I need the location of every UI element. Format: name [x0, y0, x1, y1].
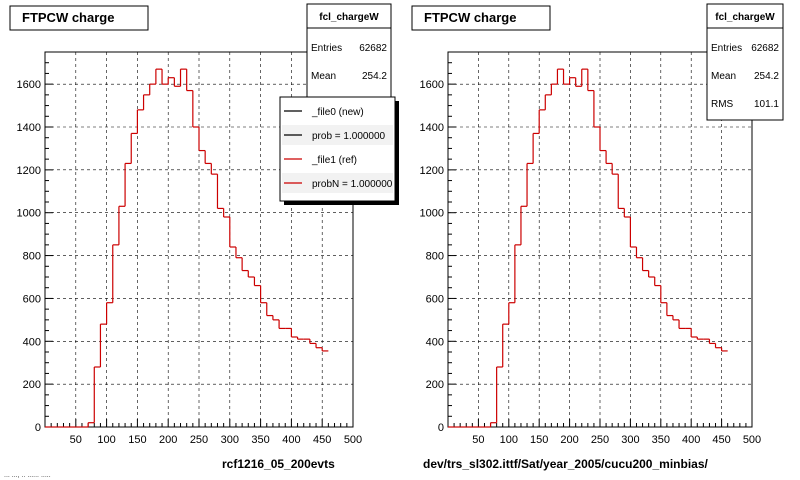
legend: _file0 (new) prob = 1.000000 _file1 (ref) p… [279, 96, 399, 205]
legend-row-bg [282, 149, 393, 169]
stats-value: 62682 [359, 43, 387, 54]
x-tick-label: 350 [251, 434, 269, 446]
stats-name: fcl_chargeW [319, 12, 379, 23]
y-tick-label: 800 [426, 251, 444, 263]
y-tick-label: 200 [23, 379, 41, 391]
x-tick-label: 250 [591, 434, 609, 446]
y-tick-label: 1200 [420, 165, 444, 177]
legend-entry-label: prob = 1.000000 [312, 131, 386, 142]
x-tick-label: 400 [282, 434, 300, 446]
x-tick-label: 50 [472, 434, 484, 446]
y-tick-label: 800 [23, 251, 41, 263]
y-tick-label: 200 [426, 379, 444, 391]
footer-text: ... ..., .. ...... ..... [4, 472, 51, 479]
x-axis-label: rcf1216_05_200evts [222, 457, 335, 471]
legend-row-bg [282, 173, 393, 193]
y-tick-label: 1200 [17, 165, 41, 177]
y-tick-label: 0 [35, 422, 41, 434]
stats-value: 101.1 [754, 99, 779, 110]
stats-value: 62682 [751, 43, 779, 54]
stats-label: RMS [711, 99, 734, 110]
y-tick-label: 600 [23, 293, 41, 305]
x-tick-label: 200 [560, 434, 578, 446]
x-tick-label: 100 [97, 434, 115, 446]
histogram-series [448, 68, 728, 428]
y-tick-label: 1600 [17, 79, 41, 91]
legend-row-bg [282, 125, 393, 145]
y-tick-label: 0 [438, 422, 444, 434]
stats-label: Mean [711, 71, 736, 82]
legend-entries: _file0 (new) prob = 1.000000 _file1 (ref) p… [282, 101, 393, 193]
legend-entry-label: probN = 1.000000 [312, 179, 393, 190]
y-tick-label: 1400 [17, 122, 41, 134]
x-axis-label: dev/trs_sl302.ittf/Sat/year_2005/cucu200… [423, 457, 708, 471]
histogram-series [45, 68, 329, 428]
x-tick-label: 400 [682, 434, 700, 446]
x-tick-label: 200 [159, 434, 177, 446]
chart-pad-2: 50 100 150 200 250 300 350 400 450 500 0 200 400 600 8… [411, 3, 784, 471]
x-tick-label: 150 [128, 434, 146, 446]
x-tick-label: 500 [344, 434, 362, 446]
y-tick-label: 1400 [420, 122, 444, 134]
x-tick-label: 450 [712, 434, 730, 446]
x-tick-label: 300 [221, 434, 239, 446]
chart-title: FTPCW charge [22, 10, 114, 25]
chart-title: FTPCW charge [424, 10, 516, 25]
stats-name: fcl_chargeW [715, 12, 775, 23]
title-box [411, 5, 551, 31]
x-tick-label: 250 [190, 434, 208, 446]
title-box [9, 5, 149, 31]
stats-value: 254.2 [362, 71, 387, 82]
legend-row-bg [282, 101, 393, 121]
x-tick-label: 350 [652, 434, 670, 446]
y-tick-label: 400 [23, 336, 41, 348]
x-tick-label: 500 [743, 434, 761, 446]
y-tick-label: 400 [426, 336, 444, 348]
y-tick-label: 1000 [420, 208, 444, 220]
y-tick-label: 600 [426, 293, 444, 305]
stats-label: Entries [711, 43, 742, 54]
y-tick-label: 1600 [420, 79, 444, 91]
x-tick-label: 450 [313, 434, 331, 446]
x-tick-label: 50 [70, 434, 82, 446]
stats-label: Entries [311, 43, 342, 54]
x-tick-label: 150 [530, 434, 548, 446]
x-tick-label: 100 [500, 434, 518, 446]
stats-value: 254.2 [754, 71, 779, 82]
stats-box [706, 3, 784, 121]
x-tick-label: 300 [621, 434, 639, 446]
y-tick-label: 1000 [17, 208, 41, 220]
chart-pad-1: 50 100 150 200 250 300 350 400 450 500 0 200 400 600 8… [9, 3, 399, 471]
stats-label: Mean [311, 71, 336, 82]
legend-entry-label: _file1 (ref) [311, 155, 357, 166]
legend-entry-label: _file0 (new) [311, 107, 364, 118]
